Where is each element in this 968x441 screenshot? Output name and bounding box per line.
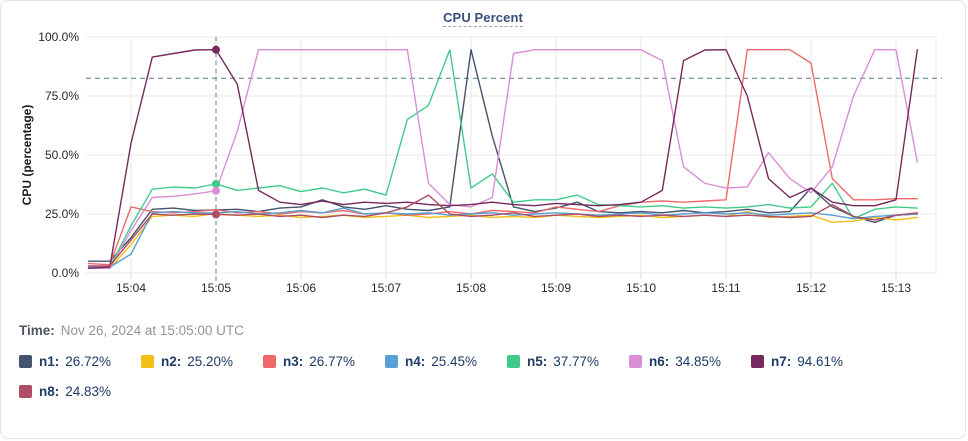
crosshair-marker-n6: [212, 186, 220, 195]
legend-swatch-n6: [629, 354, 642, 368]
x-tick-label: 15:08: [456, 281, 486, 295]
legend-series-value: 26.72%: [65, 353, 112, 369]
legend-item-n1[interactable]: n1: 26.72%: [19, 346, 141, 376]
x-tick-label: 15:09: [541, 281, 571, 295]
series-line-n7: [87, 49, 918, 270]
legend-series-value: 25.20%: [187, 353, 234, 369]
crosshair-marker-n8: [212, 210, 220, 219]
series-line-n2: [87, 210, 918, 270]
legend-series-name: n4:: [405, 353, 426, 369]
legend-item-n6[interactable]: n6: 34.85%: [629, 346, 751, 376]
legend-swatch-n3: [263, 354, 276, 368]
y-tick-label: 0.0%: [52, 266, 80, 280]
legend-swatch-n2: [141, 354, 154, 368]
crosshair-marker-n7: [212, 45, 220, 54]
x-tick-label: 15:04: [116, 281, 146, 295]
x-tick-label: 15:05: [201, 281, 231, 295]
y-tick-label: 25.0%: [45, 207, 79, 221]
x-tick-label: 15:11: [711, 281, 740, 295]
legend-item-n2[interactable]: n2: 25.20%: [141, 346, 263, 376]
x-tick-label: 15:07: [371, 281, 401, 295]
series-line-n3: [87, 49, 918, 266]
legend-swatch-n5: [507, 354, 520, 368]
legend-series-value: 25.45%: [431, 353, 478, 369]
y-axis-title: CPU (percentage): [20, 105, 34, 206]
legend-series-value: 26.77%: [309, 353, 356, 369]
legend-series-value: 94.61%: [797, 353, 844, 369]
legend-swatch-n4: [385, 354, 398, 368]
chart-area: 15:04 15:05 15:06 15:07 15:08 15:09 15:10 15:11…: [1, 29, 966, 309]
legend-item-n4[interactable]: n4: 25.45%: [385, 346, 507, 376]
legend-swatch-n7: [751, 354, 764, 368]
legend-series-name: n5:: [527, 353, 548, 369]
y-tick-label: 100.0%: [38, 30, 79, 44]
legend-series-value: 24.83%: [65, 383, 112, 399]
series-line-n5: [87, 49, 918, 270]
legend-item-n5[interactable]: n5: 37.77%: [507, 346, 629, 376]
series-line-n8: [87, 194, 918, 267]
legend-series-value: 37.77%: [553, 353, 600, 369]
time-readout: Time: Nov 26, 2024 at 15:05:00 UTC: [19, 323, 965, 338]
time-label: Time:: [19, 323, 55, 338]
crosshair-marker-n5: [212, 179, 220, 188]
legend-item-n7[interactable]: n7: 94.61%: [751, 346, 873, 376]
y-tick-label: 75.0%: [45, 89, 79, 103]
legend-series-name: n2:: [161, 353, 182, 369]
legend-series-name: n1:: [39, 353, 60, 369]
series-line-n1: [87, 49, 918, 262]
x-tick-label: 15:10: [626, 281, 656, 295]
legend-item-n3[interactable]: n3: 26.77%: [263, 346, 385, 376]
time-value: Nov 26, 2024 at 15:05:00 UTC: [60, 323, 244, 338]
legend-series-name: n7:: [771, 353, 792, 369]
legend-item-n8[interactable]: n8: 24.83%: [19, 376, 141, 406]
legend-series-name: n3:: [283, 353, 304, 369]
legend-swatch-n8: [19, 384, 32, 398]
x-tick-label: 15:13: [881, 281, 911, 295]
y-tick-label: 50.0%: [45, 148, 79, 162]
x-tick-label: 15:06: [286, 281, 316, 295]
legend: n1: 26.72% n2: 25.20% n3: 26.77% n4: 25.45% n5: 3…: [19, 346, 949, 406]
legend-swatch-n1: [19, 354, 32, 368]
x-tick-label: 15:12: [796, 281, 826, 295]
cpu-time-series-chart[interactable]: 15:04 15:05 15:06 15:07 15:08 15:09 15:10 15:11…: [1, 29, 966, 309]
legend-series-value: 34.85%: [675, 353, 722, 369]
legend-series-name: n8:: [39, 383, 60, 399]
panel-title[interactable]: CPU Percent: [443, 10, 523, 27]
series-line-n6: [87, 49, 918, 270]
legend-series-name: n6:: [649, 353, 670, 369]
